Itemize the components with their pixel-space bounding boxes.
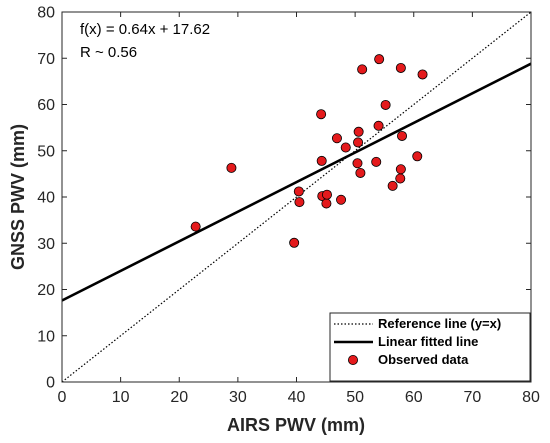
observed-points [190, 54, 428, 248]
data-point [316, 109, 327, 120]
data-point [340, 142, 351, 153]
data-point [397, 130, 408, 141]
data-point [352, 158, 363, 169]
y-tick-label: 50 [37, 143, 55, 160]
y-tick-label: 20 [37, 282, 55, 299]
data-point [395, 62, 406, 73]
legend-observed-marker [347, 354, 358, 365]
legend: Reference line (y=x) Linear fitted line … [329, 312, 531, 382]
x-tick-label: 80 [522, 389, 540, 406]
x-tick-label: 20 [170, 389, 188, 406]
x-tick-label: 10 [112, 389, 130, 406]
data-point [374, 54, 385, 65]
legend-fitted-label: Linear fitted line [378, 334, 478, 349]
data-point [294, 197, 305, 208]
x-tick-label: 60 [405, 389, 423, 406]
x-tick-label: 40 [288, 389, 306, 406]
data-point [321, 198, 332, 209]
data-point [355, 167, 366, 178]
data-point [190, 221, 201, 232]
data-point [371, 156, 382, 167]
data-point [226, 162, 237, 173]
fitted-line [61, 62, 532, 302]
data-point [331, 133, 342, 144]
data-point [412, 151, 423, 162]
data-point [373, 120, 384, 131]
x-tick-label: 70 [463, 389, 481, 406]
x-axis-label: AIRS PWV (mm) [227, 415, 365, 435]
y-tick-label: 10 [37, 328, 55, 345]
fit-equation: f(x) = 0.64x + 17.62 [80, 21, 210, 38]
data-point [417, 69, 428, 80]
data-point [380, 99, 391, 110]
x-tick-label: 50 [346, 389, 364, 406]
data-point [353, 126, 364, 137]
legend-reference-label: Reference line (y=x) [378, 316, 501, 331]
y-axis-label: GNSS PWV (mm) [8, 124, 28, 270]
data-point [357, 64, 368, 75]
y-tick-label: 80 [37, 5, 55, 22]
data-point [395, 173, 406, 184]
data-point [336, 194, 347, 205]
data-point [316, 155, 327, 166]
y-tick-label: 60 [37, 97, 55, 114]
x-axis-ticks: 0 10 20 30 40 50 60 70 80 [58, 12, 540, 406]
correlation-label: R ~ 0.56 [80, 44, 137, 61]
data-point [395, 164, 406, 175]
y-tick-label: 0 [46, 375, 55, 392]
data-point [387, 180, 398, 191]
data-point [293, 186, 304, 197]
data-point [353, 137, 364, 148]
y-tick-label: 70 [37, 51, 55, 68]
data-point [321, 189, 332, 200]
y-tick-label: 40 [37, 190, 55, 207]
legend-observed-label: Observed data [378, 352, 469, 367]
y-axis-ticks: 0 10 20 30 40 50 60 70 80 [37, 5, 531, 392]
data-point [289, 237, 300, 248]
x-tick-label: 0 [58, 389, 67, 406]
x-tick-label: 30 [229, 389, 247, 406]
reference-line [61, 11, 532, 383]
y-tick-label: 30 [37, 236, 55, 253]
